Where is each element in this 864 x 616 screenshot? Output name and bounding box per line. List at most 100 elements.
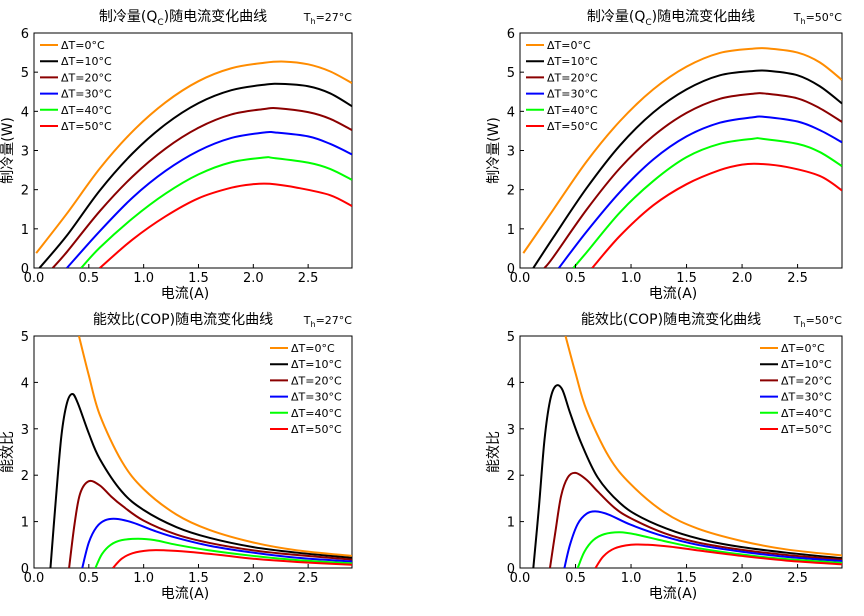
y-tick-label: 2 bbox=[21, 184, 29, 199]
x-tick-label: 1.5 bbox=[188, 271, 209, 286]
legend: ΔT=0°C ΔT=10°C ΔT=20°C ΔT=30°C ΔT=40°C ΔT=50°… bbox=[270, 342, 342, 436]
x-tick-label: 0.0 bbox=[24, 571, 45, 586]
x-tick-label: 0.5 bbox=[78, 271, 99, 286]
y-tick-label: 0 bbox=[507, 262, 515, 277]
legend-entry: ΔT=50°C bbox=[291, 423, 342, 436]
legend-entry: ΔT=40°C bbox=[547, 104, 598, 117]
y-tick-label: 6 bbox=[507, 27, 515, 42]
chart-title: 能效比(COP)随电流变化曲线 bbox=[581, 312, 761, 328]
x-tick-label: 1.0 bbox=[133, 271, 154, 286]
y-tick-label: 0 bbox=[21, 562, 29, 577]
legend-entry: ΔT=20°C bbox=[781, 374, 832, 387]
condition-label: Th=50°C bbox=[793, 314, 843, 329]
x-tick-label: 0.5 bbox=[565, 271, 586, 286]
chart-title: 能效比(COP)随电流变化曲线 bbox=[93, 312, 273, 328]
y-tick-label: 1 bbox=[21, 223, 29, 238]
series-line-2 bbox=[49, 392, 352, 568]
y-axis-label: 能效比 bbox=[0, 431, 16, 473]
x-tick-label: 0.5 bbox=[78, 571, 99, 586]
series-line-2 bbox=[38, 82, 352, 268]
chart-panel-1: 0.0 0.5 1.0 1.5 2.0 2.5 0 1 2 3 4 5 6 电流(A) 制冷量(W) 制冷量(… bbox=[0, 9, 353, 302]
chart-title: 制冷量(QC)随电流变化曲线 bbox=[99, 9, 267, 28]
series-line-3 bbox=[543, 92, 842, 268]
x-axis-label: 电流(A) bbox=[649, 286, 698, 302]
series-line-2 bbox=[532, 69, 842, 268]
series-line-5 bbox=[80, 156, 352, 268]
y-tick-label: 3 bbox=[507, 145, 515, 160]
x-axis-label: 电流(A) bbox=[161, 286, 210, 302]
legend-entry: ΔT=0°C bbox=[547, 39, 591, 52]
condition-label: Th=50°C bbox=[793, 11, 843, 26]
x-tick-label: 0.5 bbox=[565, 571, 586, 586]
x-tick-label: 2.0 bbox=[732, 571, 753, 586]
y-tick-label: 6 bbox=[21, 27, 29, 42]
condition-label: Th=27°C bbox=[303, 314, 353, 329]
legend-entry: ΔT=50°C bbox=[781, 423, 832, 436]
x-tick-label: 1.0 bbox=[133, 571, 154, 586]
series-line-1 bbox=[522, 47, 842, 254]
y-tick-label: 5 bbox=[21, 66, 29, 81]
legend-entry: ΔT=40°C bbox=[61, 104, 112, 117]
series-line-4 bbox=[558, 115, 842, 268]
y-tick-label: 4 bbox=[21, 105, 29, 120]
legend: ΔT=0°C ΔT=10°C ΔT=20°C ΔT=30°C ΔT=40°C ΔT=50°… bbox=[40, 39, 112, 133]
legend: ΔT=0°C ΔT=10°C ΔT=20°C ΔT=30°C ΔT=40°C ΔT=50°… bbox=[760, 342, 832, 436]
y-tick-label: 5 bbox=[507, 66, 515, 81]
y-tick-label: 0 bbox=[21, 262, 29, 277]
legend-entry: ΔT=10°C bbox=[291, 358, 342, 371]
y-tick-label: 1 bbox=[21, 516, 29, 531]
y-tick-label: 2 bbox=[21, 469, 29, 484]
series-line-5 bbox=[576, 531, 842, 568]
series-line-6 bbox=[591, 162, 842, 268]
legend-entry: ΔT=40°C bbox=[781, 407, 832, 420]
series-line-1 bbox=[564, 336, 842, 557]
series-line-4 bbox=[66, 130, 352, 268]
y-axis-label: 能效比 bbox=[486, 431, 502, 473]
y-axis-label: 制冷量(W) bbox=[0, 117, 16, 184]
y-tick-label: 3 bbox=[21, 423, 29, 438]
x-axis-label: 电流(A) bbox=[649, 586, 698, 602]
x-tick-label: 2.5 bbox=[787, 271, 808, 286]
chart-panel-3: 0.0 0.5 1.0 1.5 2.0 2.5 0 1 2 3 4 5 电流(A) 能效比 能效比(COP)… bbox=[0, 312, 353, 602]
legend-entry: ΔT=0°C bbox=[61, 39, 105, 52]
legend-entry: ΔT=30°C bbox=[781, 391, 832, 404]
legend-entry: ΔT=20°C bbox=[291, 374, 342, 387]
y-tick-label: 0 bbox=[507, 562, 515, 577]
y-tick-label: 1 bbox=[507, 223, 515, 238]
series-line-6 bbox=[99, 182, 352, 268]
x-tick-label: 1.0 bbox=[621, 571, 642, 586]
legend-entry: ΔT=0°C bbox=[781, 342, 825, 355]
series-line-4 bbox=[81, 517, 352, 568]
legend-entry: ΔT=40°C bbox=[291, 407, 342, 420]
series-line-5 bbox=[94, 537, 352, 568]
legend-entry: ΔT=20°C bbox=[547, 71, 598, 84]
series-line-3 bbox=[548, 471, 842, 568]
y-tick-label: 1 bbox=[507, 516, 515, 531]
series-line-5 bbox=[572, 137, 842, 268]
plot-frame bbox=[519, 335, 843, 569]
series-line-6 bbox=[594, 543, 842, 568]
x-tick-label: 1.5 bbox=[676, 271, 697, 286]
x-tick-label: 0.0 bbox=[24, 271, 45, 286]
y-tick-label: 2 bbox=[507, 184, 515, 199]
series-line-6 bbox=[112, 549, 352, 568]
x-tick-label: 2.0 bbox=[732, 271, 753, 286]
legend-entry: ΔT=10°C bbox=[781, 358, 832, 371]
y-tick-label: 3 bbox=[21, 145, 29, 160]
x-tick-label: 0.0 bbox=[510, 271, 531, 286]
y-tick-label: 2 bbox=[507, 469, 515, 484]
x-tick-label: 2.5 bbox=[787, 571, 808, 586]
series-line-3 bbox=[68, 479, 352, 568]
legend: ΔT=0°C ΔT=10°C ΔT=20°C ΔT=30°C ΔT=40°C ΔT=50°… bbox=[526, 39, 598, 133]
legend-entry: ΔT=20°C bbox=[61, 71, 112, 84]
plot-frame bbox=[33, 335, 353, 569]
x-tick-label: 2.5 bbox=[298, 571, 319, 586]
x-tick-label: 2.0 bbox=[243, 271, 264, 286]
legend-entry: ΔT=0°C bbox=[291, 342, 335, 355]
y-tick-label: 5 bbox=[507, 330, 515, 345]
legend-entry: ΔT=30°C bbox=[61, 88, 112, 101]
legend-entry: ΔT=30°C bbox=[291, 391, 342, 404]
y-tick-label: 3 bbox=[507, 423, 515, 438]
legend-entry: ΔT=10°C bbox=[61, 55, 112, 68]
